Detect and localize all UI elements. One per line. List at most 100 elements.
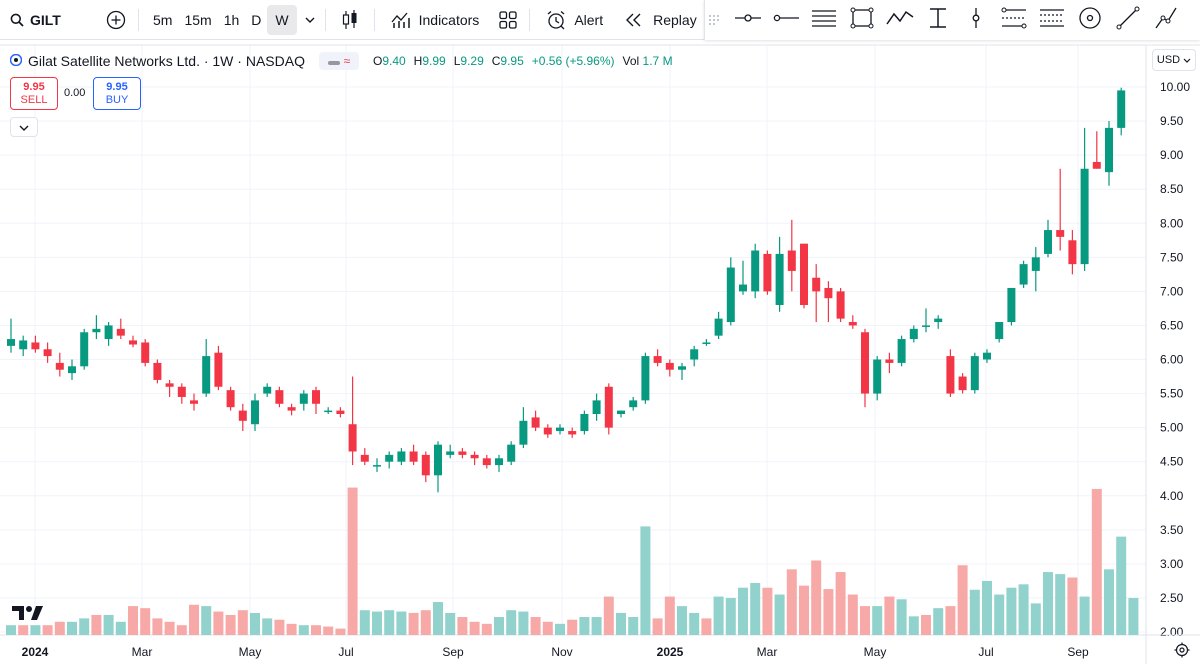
volume-bar[interactable]	[506, 610, 517, 635]
candle-body[interactable]	[775, 253, 784, 305]
path-tool[interactable]	[881, 0, 919, 40]
volume-bar[interactable]	[420, 610, 431, 635]
candle-body[interactable]	[1019, 264, 1028, 285]
volume-bar[interactable]	[6, 625, 16, 635]
candle-body[interactable]	[629, 400, 638, 408]
fib-channel-tool[interactable]	[1033, 0, 1071, 40]
candle-body[interactable]	[202, 356, 211, 394]
candle-body[interactable]	[275, 390, 284, 404]
volume-bar[interactable]	[957, 565, 968, 635]
candle-body[interactable]	[909, 328, 918, 340]
candle-body[interactable]	[726, 267, 735, 323]
volume-bar[interactable]	[189, 604, 199, 635]
chart-settings-button[interactable]	[1174, 642, 1190, 658]
volume-bar[interactable]	[652, 618, 663, 635]
volume-bar[interactable]	[933, 608, 944, 635]
candle-body[interactable]	[861, 332, 869, 394]
sell-button[interactable]: 9.95 SELL	[10, 77, 58, 110]
candle-body[interactable]	[299, 393, 308, 404]
templates-button[interactable]	[489, 0, 527, 40]
volume-bar[interactable]	[799, 585, 809, 635]
currency-selector[interactable]: USD	[1152, 49, 1196, 71]
volume-bar[interactable]	[115, 621, 126, 635]
interval-15m[interactable]: 15m	[184, 12, 212, 28]
candle-body[interactable]	[495, 458, 503, 466]
text-tool[interactable]	[919, 0, 957, 40]
volume-bar[interactable]	[860, 606, 870, 635]
candle-body[interactable]	[934, 318, 943, 323]
volume-bar[interactable]	[457, 617, 468, 635]
volume-bar[interactable]	[103, 614, 114, 635]
volume-bar[interactable]	[152, 618, 163, 635]
candle-body[interactable]	[1068, 240, 1077, 265]
candle-body[interactable]	[373, 465, 381, 467]
volume-bar[interactable]	[738, 587, 748, 635]
candle-body[interactable]	[702, 342, 711, 344]
candle-body[interactable]	[714, 318, 723, 336]
volume-bar[interactable]	[823, 589, 834, 635]
candle-body[interactable]	[543, 427, 552, 435]
volume-bar[interactable]	[54, 621, 65, 635]
symbol-title[interactable]: Gilat Satellite Networks Ltd. · 1W · NAS…	[28, 53, 305, 69]
volume-bar[interactable]	[225, 614, 236, 635]
volume-bar[interactable]	[274, 619, 285, 635]
interval-1h[interactable]: 1h	[223, 12, 240, 28]
fib-retracement-tool[interactable]	[995, 0, 1033, 40]
tradingview-logo[interactable]	[12, 604, 44, 627]
candle-body[interactable]	[141, 342, 150, 363]
volume-bar[interactable]	[872, 606, 883, 635]
candle-body[interactable]	[312, 390, 320, 404]
volume-bar[interactable]	[128, 606, 138, 635]
candle-body[interactable]	[43, 349, 52, 357]
candle-body[interactable]	[519, 420, 528, 445]
candle-body[interactable]	[604, 386, 613, 428]
compare-symbol-button[interactable]	[96, 0, 136, 40]
polyline-tool[interactable]	[1147, 0, 1185, 40]
candle-body[interactable]	[970, 356, 979, 391]
candle-body[interactable]	[665, 362, 674, 370]
volume-bar[interactable]	[640, 526, 651, 635]
candle-body[interactable]	[653, 356, 662, 363]
candle-body[interactable]	[897, 339, 906, 363]
volume-bar[interactable]	[896, 599, 907, 635]
interval-d[interactable]: D	[251, 12, 262, 28]
candle-body[interactable]	[739, 284, 747, 292]
candle-body[interactable]	[397, 451, 406, 462]
volume-bar[interactable]	[91, 614, 102, 635]
candle-body[interactable]	[617, 410, 625, 414]
candle-body[interactable]	[531, 417, 540, 428]
candle-body[interactable]	[165, 383, 174, 387]
candle-body[interactable]	[7, 339, 15, 346]
volume-bar[interactable]	[433, 602, 443, 635]
volume-bar[interactable]	[579, 617, 590, 635]
candle-body[interactable]	[1031, 257, 1040, 271]
volume-bar[interactable]	[542, 621, 553, 635]
candle-body[interactable]	[678, 366, 686, 370]
volume-bar[interactable]	[774, 594, 785, 635]
volume-bar[interactable]	[713, 596, 724, 635]
candle-body[interactable]	[226, 390, 235, 408]
candle-body[interactable]	[470, 454, 479, 459]
volume-bar[interactable]	[30, 625, 41, 635]
volume-bar[interactable]	[567, 619, 578, 635]
volume-bar[interactable]	[1128, 597, 1139, 635]
candle-body[interactable]	[238, 410, 247, 421]
volume-bar[interactable]	[591, 617, 602, 635]
candle-body[interactable]	[751, 250, 760, 292]
volume-bar[interactable]	[1030, 603, 1041, 635]
candle-body[interactable]	[360, 454, 369, 462]
interval-w[interactable]: W	[267, 5, 297, 35]
candle-body[interactable]	[885, 359, 894, 363]
candle-body[interactable]	[336, 410, 345, 414]
candle-body[interactable]	[287, 407, 296, 411]
volume-bar[interactable]	[1043, 572, 1053, 635]
candle-body[interactable]	[1080, 168, 1089, 265]
volume-bar[interactable]	[237, 610, 248, 635]
volume-bar[interactable]	[750, 582, 761, 635]
volume-bar[interactable]	[1104, 569, 1114, 635]
candle-body[interactable]	[848, 322, 857, 326]
volume-bar[interactable]	[1067, 577, 1078, 636]
candle-body[interactable]	[434, 444, 442, 476]
candle-body[interactable]	[556, 427, 564, 432]
